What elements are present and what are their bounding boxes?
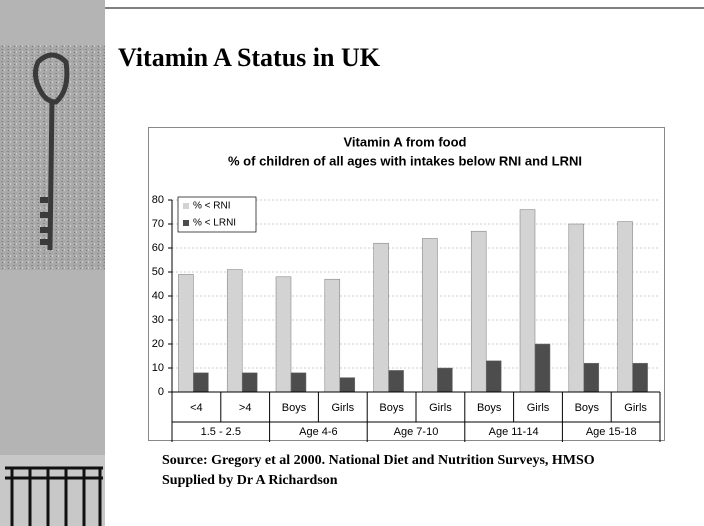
group-label: Age 11-14 bbox=[489, 426, 539, 438]
bar bbox=[193, 372, 209, 393]
bar bbox=[568, 223, 585, 393]
bar bbox=[178, 274, 194, 393]
legend-box bbox=[177, 196, 257, 233]
x-tick-label: <4 bbox=[190, 402, 203, 414]
x-tick-label: Girls bbox=[624, 402, 647, 414]
bar bbox=[275, 276, 292, 393]
slide-title: Vitamin A Status in UK bbox=[118, 43, 381, 72]
bar bbox=[290, 372, 307, 393]
group-label: Age 15-18 bbox=[586, 426, 637, 438]
y-tick-label: 10 bbox=[152, 362, 164, 374]
bar bbox=[583, 362, 600, 393]
chart-frame bbox=[148, 127, 665, 441]
legend-label: % < RNI bbox=[193, 201, 231, 212]
bar bbox=[617, 221, 633, 393]
y-tick-label: 60 bbox=[152, 242, 164, 254]
x-tick-label: Girls bbox=[429, 402, 452, 414]
group-label: Age 4-6 bbox=[299, 426, 338, 438]
bar bbox=[388, 370, 404, 393]
bar bbox=[373, 242, 389, 393]
y-tick-label: 0 bbox=[158, 386, 164, 398]
chart-subtitle: % of children of all ages with intakes b… bbox=[228, 153, 582, 168]
bar bbox=[519, 209, 536, 393]
x-tick-label: Boys bbox=[477, 402, 502, 414]
bar bbox=[470, 230, 487, 393]
x-tick-label: Boys bbox=[282, 402, 307, 414]
key-drawing bbox=[32, 52, 70, 251]
group-label: Age 7-10 bbox=[394, 426, 439, 438]
bar bbox=[324, 278, 341, 393]
x-tick-label: Girls bbox=[527, 402, 550, 414]
y-tick-label: 70 bbox=[152, 218, 164, 230]
bar bbox=[437, 367, 453, 393]
railing-image bbox=[0, 455, 105, 526]
bar bbox=[226, 269, 243, 393]
y-tick-label: 50 bbox=[152, 266, 164, 278]
bar bbox=[485, 360, 502, 393]
bar bbox=[241, 372, 258, 393]
bar bbox=[534, 343, 551, 393]
y-tick-label: 20 bbox=[152, 338, 164, 350]
x-tick-label: Boys bbox=[379, 402, 404, 414]
x-tick-label: Boys bbox=[575, 402, 600, 414]
railing-drawing bbox=[5, 466, 103, 526]
y-tick-label: 30 bbox=[152, 314, 164, 326]
legend-swatch bbox=[183, 220, 189, 226]
legend-swatch bbox=[183, 203, 189, 209]
bar bbox=[339, 377, 356, 393]
x-tick-label: Girls bbox=[331, 402, 354, 414]
legend-label: % < LRNI bbox=[193, 218, 236, 229]
bar bbox=[632, 362, 648, 393]
chart-title: Vitamin A from food bbox=[343, 134, 466, 149]
y-tick-label: 80 bbox=[152, 194, 164, 206]
y-tick-label: 40 bbox=[152, 290, 164, 302]
x-tick-label: >4 bbox=[239, 402, 252, 414]
source-line: Supplied by Dr A Richardson bbox=[162, 473, 338, 488]
group-label: 1.5 - 2.5 bbox=[201, 426, 241, 438]
bar bbox=[422, 238, 438, 393]
source-line: Source: Gregory et al 2000. National Die… bbox=[162, 453, 595, 468]
